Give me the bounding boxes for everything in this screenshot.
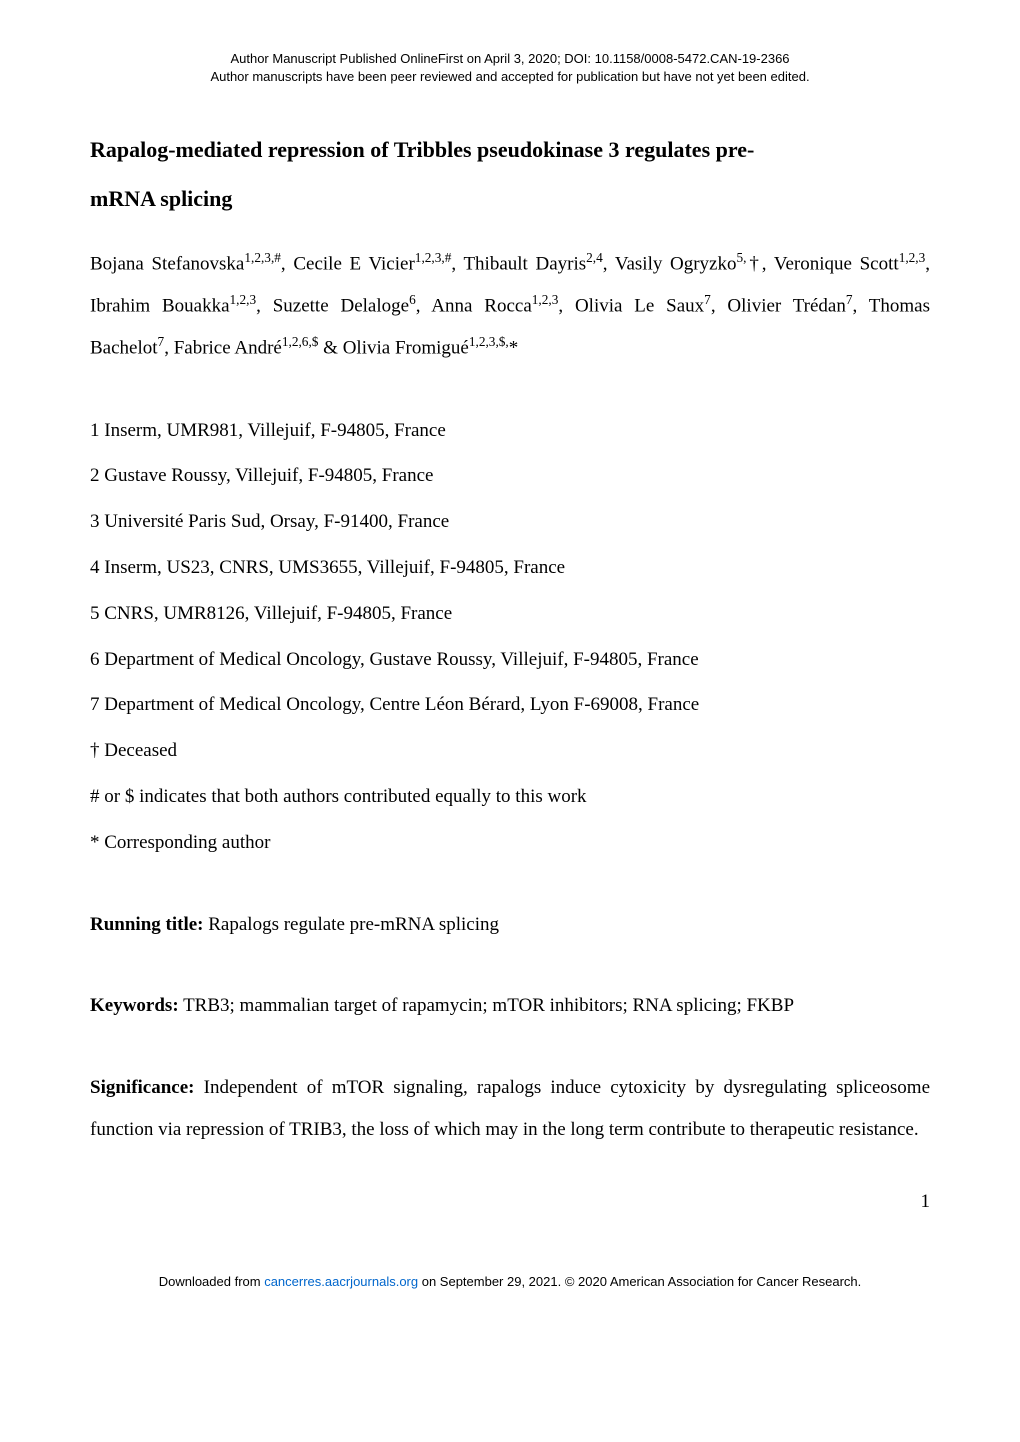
- page-number: 1: [90, 1191, 930, 1213]
- footer-prefix: Downloaded from: [159, 1274, 265, 1289]
- author-10: Olivier Trédan: [727, 296, 845, 317]
- running-title-text: Rapalogs regulate pre-mRNA splicing: [204, 914, 500, 935]
- keywords-label: Keywords:: [90, 995, 179, 1016]
- author-13-star: *: [509, 338, 519, 359]
- author-2-sup: 1,2,3,#: [415, 250, 452, 265]
- contribution-note: # or $ indicates that both authors contr…: [90, 776, 930, 818]
- author-13-sup: 1,2,3,$,: [469, 334, 509, 349]
- author-12-sup: 1,2,6,$: [282, 334, 319, 349]
- author-2: Cecile E Vicier: [293, 253, 414, 274]
- affiliations-block: 1 Inserm, UMR981, Villejuif, F-94805, Fr…: [90, 410, 930, 864]
- author-1-sup: 1,2,3,#: [244, 250, 281, 265]
- deceased-note: † Deceased: [90, 730, 930, 772]
- author-8-sup: 1,2,3: [532, 292, 559, 307]
- affiliation-6: 6 Department of Medical Oncology, Gustav…: [90, 639, 930, 681]
- affiliation-5: 5 CNRS, UMR8126, Villejuif, F-94805, Fra…: [90, 593, 930, 635]
- author-4-dagger: †,: [746, 253, 766, 274]
- author-11-sup: 7: [158, 334, 165, 349]
- author-3: Thibault Dayris: [463, 253, 586, 274]
- author-3-sup: 2,4: [586, 250, 603, 265]
- author-13: Olivia Fromigué: [343, 338, 469, 359]
- keywords-text: TRB3; mammalian target of rapamycin; mTO…: [179, 995, 794, 1016]
- footer-suffix: on September 29, 2021. © 2020 American A…: [418, 1274, 861, 1289]
- significance-section: Significance: Independent of mTOR signal…: [90, 1067, 930, 1151]
- running-title-label: Running title:: [90, 914, 204, 935]
- article-title: Rapalog-mediated repression of Tribbles …: [90, 126, 930, 223]
- author-7-sup: 6: [409, 292, 416, 307]
- author-1: Bojana Stefanovska: [90, 253, 244, 274]
- author-4: Vasily Ogryzko: [615, 253, 737, 274]
- header-line-1: Author Manuscript Published OnlineFirst …: [230, 51, 789, 66]
- significance-label: Significance:: [90, 1077, 195, 1098]
- author-5: Veronique Scott: [774, 253, 899, 274]
- download-footer: Downloaded from cancerres.aacrjournals.o…: [90, 1273, 930, 1291]
- author-9: Olivia Le Saux: [575, 296, 704, 317]
- affiliation-2: 2 Gustave Roussy, Villejuif, F-94805, Fr…: [90, 455, 930, 497]
- title-line-2: mRNA splicing: [90, 186, 232, 211]
- authors-list: Bojana Stefanovska1,2,3,#, Cecile E Vici…: [90, 243, 930, 369]
- author-8: Anna Rocca: [431, 296, 531, 317]
- affiliation-1: 1 Inserm, UMR981, Villejuif, F-94805, Fr…: [90, 410, 930, 452]
- author-5-sup: 1,2,3: [899, 250, 926, 265]
- author-6: Ibrahim Bouakka: [90, 296, 230, 317]
- affiliation-7: 7 Department of Medical Oncology, Centre…: [90, 684, 930, 726]
- footer-link[interactable]: cancerres.aacrjournals.org: [264, 1274, 418, 1289]
- title-line-1: Rapalog-mediated repression of Tribbles …: [90, 137, 754, 162]
- author-12: Fabrice André: [174, 338, 282, 359]
- affiliation-4: 4 Inserm, US23, CNRS, UMS3655, Villejuif…: [90, 547, 930, 589]
- corresponding-note: * Corresponding author: [90, 822, 930, 864]
- significance-text: Independent of mTOR signaling, rapalogs …: [90, 1077, 930, 1140]
- keywords-section: Keywords: TRB3; mammalian target of rapa…: [90, 985, 930, 1027]
- publication-header: Author Manuscript Published OnlineFirst …: [90, 50, 930, 86]
- header-line-2: Author manuscripts have been peer review…: [210, 69, 809, 84]
- author-7: Suzette Delaloge: [273, 296, 409, 317]
- author-6-sup: 1,2,3: [230, 292, 257, 307]
- affiliation-3: 3 Université Paris Sud, Orsay, F-91400, …: [90, 501, 930, 543]
- author-4-sup: 5,: [736, 250, 746, 265]
- author-10-sup: 7: [846, 292, 853, 307]
- author-9-sup: 7: [704, 292, 711, 307]
- running-title-section: Running title: Rapalogs regulate pre-mRN…: [90, 904, 930, 946]
